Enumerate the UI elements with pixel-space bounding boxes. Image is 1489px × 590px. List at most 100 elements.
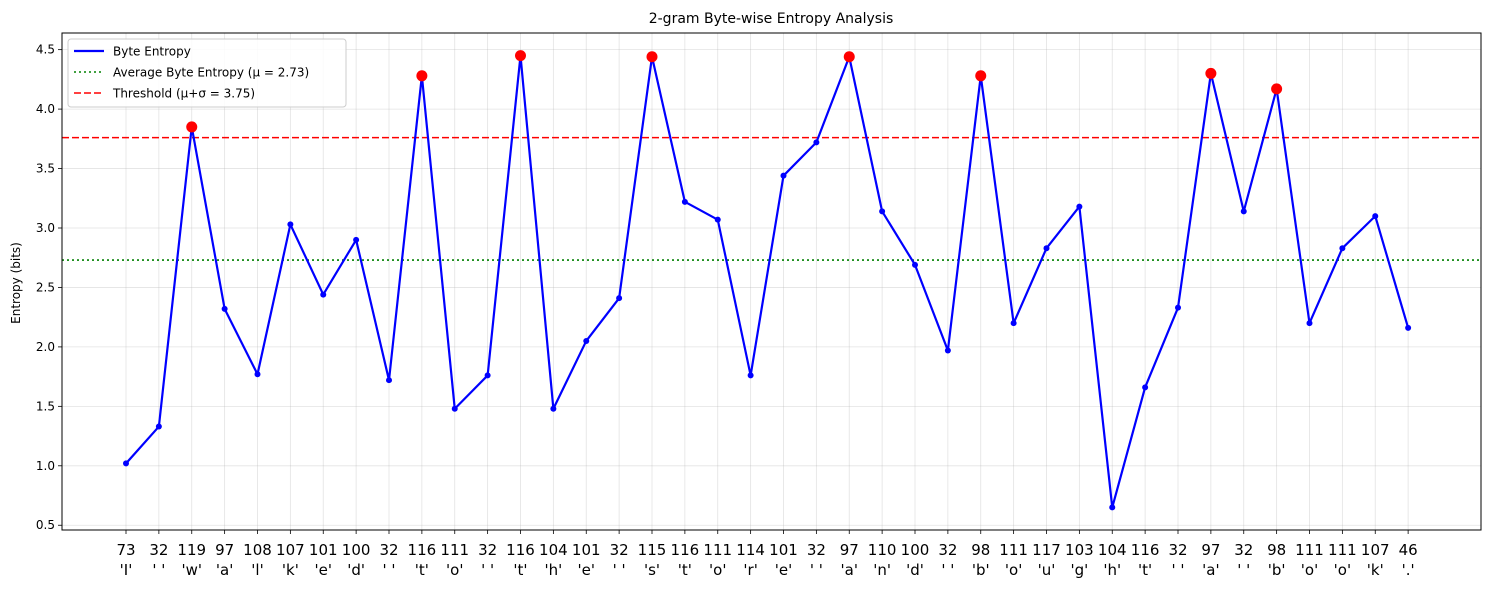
x-tick-byte-char: ' ' bbox=[152, 561, 165, 579]
x-tick-byte-char: 'e' bbox=[775, 561, 792, 579]
entropy-point bbox=[254, 371, 261, 378]
x-tick-byte-char: 'o' bbox=[446, 561, 463, 579]
x-tick-byte-code: 32 bbox=[807, 541, 826, 559]
entropy-point bbox=[714, 216, 721, 223]
high-entropy-marker bbox=[1271, 83, 1283, 95]
x-tick-byte-char: 'd' bbox=[347, 561, 365, 579]
x-tick-byte-code: 108 bbox=[243, 541, 272, 559]
x-tick-byte-char: 't' bbox=[513, 561, 527, 579]
x-tick-byte-code: 97 bbox=[840, 541, 859, 559]
y-tick-label: 4.5 bbox=[36, 43, 55, 57]
entropy-point bbox=[813, 139, 820, 146]
x-tick-byte-char: 'I' bbox=[120, 561, 133, 579]
x-tick-byte-code: 111 bbox=[440, 541, 469, 559]
x-tick-byte-code: 104 bbox=[1098, 541, 1127, 559]
high-entropy-marker bbox=[646, 51, 658, 63]
entropy-point bbox=[944, 347, 951, 354]
x-tick-byte-char: 'b' bbox=[972, 561, 990, 579]
x-axis: 73 'I' 32 ' ' 119 'w' 97 'a' 108 'l' 107 'k' 101 'e' 1… bbox=[116, 530, 1418, 579]
x-tick-byte-char: 'd' bbox=[906, 561, 924, 579]
entropy-point bbox=[780, 172, 787, 179]
y-tick-label: 4.0 bbox=[36, 102, 55, 116]
x-tick-byte-char: 'r' bbox=[743, 561, 757, 579]
x-tick-byte-char: 'e' bbox=[315, 561, 332, 579]
y-tick-label: 3.0 bbox=[36, 221, 55, 235]
x-tick-byte-code: 98 bbox=[971, 541, 990, 559]
x-tick-byte-code: 119 bbox=[177, 541, 206, 559]
x-tick-byte-code: 101 bbox=[572, 541, 601, 559]
entropy-point bbox=[451, 405, 458, 412]
x-tick-byte-code: 111 bbox=[1295, 541, 1324, 559]
x-tick-byte-char: 'a' bbox=[1202, 561, 1219, 579]
x-tick-byte-char: ' ' bbox=[613, 561, 626, 579]
y-axis-label: Entropy (bits) bbox=[9, 242, 23, 324]
x-tick-byte-char: 's' bbox=[644, 561, 660, 579]
x-tick-byte-char: 'g' bbox=[1070, 561, 1088, 579]
entropy-point bbox=[1306, 320, 1313, 327]
entropy-point bbox=[1109, 504, 1116, 511]
x-tick-byte-code: 32 bbox=[938, 541, 957, 559]
x-tick-byte-char: 'o' bbox=[1301, 561, 1318, 579]
entropy-point bbox=[879, 208, 886, 215]
x-tick-byte-char: 't' bbox=[1138, 561, 1152, 579]
y-tick-label: 1.5 bbox=[36, 399, 55, 413]
entropy-point bbox=[1240, 208, 1247, 215]
x-tick-byte-char: '.' bbox=[1402, 561, 1415, 579]
y-tick-label: 2.5 bbox=[36, 280, 55, 294]
x-tick-byte-code: 73 bbox=[116, 541, 135, 559]
x-tick-byte-char: 'k' bbox=[1367, 561, 1384, 579]
entropy-point bbox=[1372, 213, 1379, 220]
x-tick-byte-code: 107 bbox=[1361, 541, 1390, 559]
entropy-point bbox=[550, 405, 557, 412]
x-tick-byte-code: 32 bbox=[610, 541, 629, 559]
x-tick-byte-code: 98 bbox=[1267, 541, 1286, 559]
x-tick-byte-char: 'n' bbox=[873, 561, 891, 579]
high-entropy-marker bbox=[843, 51, 855, 63]
y-tick-label: 2.0 bbox=[36, 340, 55, 354]
x-tick-byte-char: 'w' bbox=[181, 561, 202, 579]
x-tick-byte-char: 'k' bbox=[282, 561, 299, 579]
x-tick-byte-char: 'e' bbox=[578, 561, 595, 579]
x-tick-byte-char: ' ' bbox=[481, 561, 494, 579]
x-tick-byte-code: 110 bbox=[868, 541, 897, 559]
x-tick-byte-code: 32 bbox=[1234, 541, 1253, 559]
x-tick-byte-code: 97 bbox=[215, 541, 234, 559]
x-tick-byte-char: ' ' bbox=[810, 561, 823, 579]
x-tick-byte-code: 32 bbox=[478, 541, 497, 559]
x-tick-byte-code: 116 bbox=[506, 541, 535, 559]
high-entropy-marker bbox=[186, 121, 198, 133]
x-tick-byte-code: 100 bbox=[901, 541, 930, 559]
entropy-point bbox=[1010, 320, 1017, 327]
entropy-point bbox=[353, 236, 360, 243]
y-tick-label: 3.5 bbox=[36, 162, 55, 176]
entropy-point bbox=[155, 423, 162, 430]
x-tick-byte-code: 32 bbox=[1168, 541, 1187, 559]
x-tick-byte-code: 101 bbox=[309, 541, 338, 559]
x-tick-byte-code: 116 bbox=[671, 541, 700, 559]
x-tick-byte-char: ' ' bbox=[1171, 561, 1184, 579]
entropy-point bbox=[1175, 304, 1181, 311]
x-tick-byte-code: 101 bbox=[769, 541, 798, 559]
x-tick-byte-char: ' ' bbox=[941, 561, 954, 579]
x-tick-byte-code: 46 bbox=[1399, 541, 1418, 559]
x-tick-byte-char: 'o' bbox=[1005, 561, 1022, 579]
series-layer bbox=[123, 50, 1412, 511]
entropy-point bbox=[386, 377, 392, 384]
x-tick-byte-char: 'b' bbox=[1268, 561, 1286, 579]
x-tick-byte-code: 114 bbox=[736, 541, 765, 559]
chart-title: 2-gram Byte-wise Entropy Analysis bbox=[649, 11, 894, 27]
entropy-point bbox=[320, 291, 327, 298]
x-tick-byte-code: 116 bbox=[1131, 541, 1160, 559]
plot-frame bbox=[61, 32, 1482, 531]
y-axis: 0.5 1.0 1.5 2.0 2.5 3.0 3.5 4.0 4.5 bbox=[36, 43, 62, 532]
x-tick-byte-code: 111 bbox=[703, 541, 732, 559]
y-tick-label: 0.5 bbox=[36, 518, 55, 532]
x-tick-byte-code: 116 bbox=[408, 541, 437, 559]
entropy-point bbox=[1339, 245, 1346, 252]
x-tick-byte-char: 'h' bbox=[544, 561, 562, 579]
x-tick-byte-char: ' ' bbox=[382, 561, 395, 579]
x-tick-byte-char: 'h' bbox=[1103, 561, 1121, 579]
reference-lines bbox=[62, 136, 1481, 261]
x-tick-byte-code: 111 bbox=[1328, 541, 1357, 559]
entropy-point bbox=[681, 198, 688, 205]
